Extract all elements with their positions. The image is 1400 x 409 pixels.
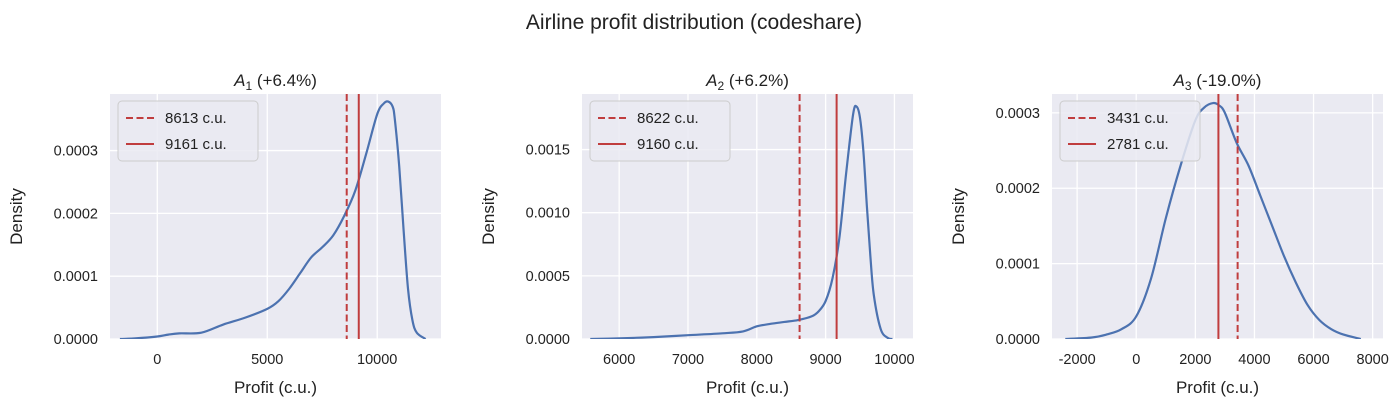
x-tick-label: 5000 (251, 352, 283, 368)
legend: 8622 c.u. 9160 c.u. (589, 100, 731, 162)
panel-title: A2 (+6.2%) (705, 71, 789, 93)
x-tick-label: 10000 (357, 352, 397, 368)
y-tick-label: 0.0000 (526, 332, 570, 348)
plot-content (119, 94, 427, 339)
x-tick-label: 2000 (1179, 352, 1211, 368)
y-tick-label: 0.0000 (996, 332, 1040, 348)
y-tick-label: 0.0002 (54, 206, 98, 222)
x-tick-label: 0 (1132, 352, 1140, 368)
legend-entry-label: 2781 c.u. (1107, 136, 1169, 153)
y-tick-label: 0.0010 (526, 206, 570, 222)
y-tick-label: 0.0003 (996, 106, 1040, 122)
x-axis-label: Profit (c.u.) (1176, 378, 1259, 397)
density-curve (1065, 101, 1362, 339)
x-tick-label: 0 (153, 352, 161, 368)
x-tick-label: 4000 (1238, 352, 1270, 368)
x-tick-label: 7000 (672, 352, 704, 368)
legend: 3431 c.u. 2781 c.u. (1059, 100, 1201, 162)
x-tick-label: 6000 (1297, 352, 1329, 368)
panel-title-suffix: (-19.0%) (1192, 71, 1262, 90)
panel-title-subscript: 3 (1185, 79, 1192, 93)
legend: 8613 c.u. 9161 c.u. (117, 100, 259, 162)
chart-panel-3: -2000 0 2000 4000 6000 8000 0.0000 0.0001 0.0002… (949, 71, 1389, 397)
legend-entry-label: 9161 c.u. (165, 136, 227, 153)
y-tick-label: 0.0003 (54, 144, 98, 160)
legend-entry-label: 9160 c.u. (637, 136, 699, 153)
panel-title: A3 (-19.0%) (1173, 71, 1262, 93)
panel-title-suffix: (+6.4%) (252, 71, 317, 90)
plot-content (1065, 94, 1362, 339)
density-curve (119, 100, 427, 339)
y-tick-label: 0.0000 (54, 332, 98, 348)
panel-title-suffix: (+6.2%) (724, 71, 789, 90)
y-axis-label: Density (7, 188, 26, 245)
x-tick-label: 9000 (809, 352, 841, 368)
panel-title-subscript: 1 (245, 79, 252, 93)
panel-title: A1 (+6.4%) (233, 71, 317, 93)
legend-entry-label: 8622 c.u. (637, 110, 699, 127)
x-tick-label: 8000 (741, 352, 773, 368)
y-tick-label: 0.0005 (526, 269, 570, 285)
y-tick-label: 0.0001 (996, 257, 1040, 273)
panel-title-symbol: A (1173, 71, 1185, 90)
legend-frame (1059, 100, 1201, 162)
legend-frame (589, 100, 731, 162)
x-tick-label: -2000 (1059, 352, 1096, 368)
y-tick-label: 0.0015 (526, 143, 570, 159)
x-axis-label: Profit (c.u.) (234, 378, 317, 397)
legend-entry-label: 3431 c.u. (1107, 110, 1169, 127)
x-tick-label: 10000 (874, 352, 914, 368)
y-axis-label: Density (479, 188, 498, 245)
plot-content (590, 94, 893, 339)
y-tick-label: 0.0002 (996, 181, 1040, 197)
figure-title: Airline profit distribution (codeshare) (526, 11, 862, 34)
x-tick-label: 8000 (1357, 352, 1389, 368)
y-tick-label: 0.0001 (54, 269, 98, 285)
legend-frame (117, 100, 259, 162)
density-curve (590, 104, 893, 339)
chart-panel-2: 6000 7000 8000 9000 10000 0.0000 0.0005 0.0010 0… (479, 71, 915, 397)
panel-title-subscript: 2 (717, 79, 724, 93)
chart-panel-1: 0 5000 10000 0.0000 0.0001 0.0002 0.0003 Profit… (7, 71, 441, 397)
panel-title-symbol: A (705, 71, 717, 90)
x-tick-label: 6000 (603, 352, 635, 368)
legend-entry-label: 8613 c.u. (165, 110, 227, 127)
panel-title-symbol: A (233, 71, 245, 90)
x-axis-label: Profit (c.u.) (706, 378, 789, 397)
y-axis-label: Density (949, 188, 968, 245)
